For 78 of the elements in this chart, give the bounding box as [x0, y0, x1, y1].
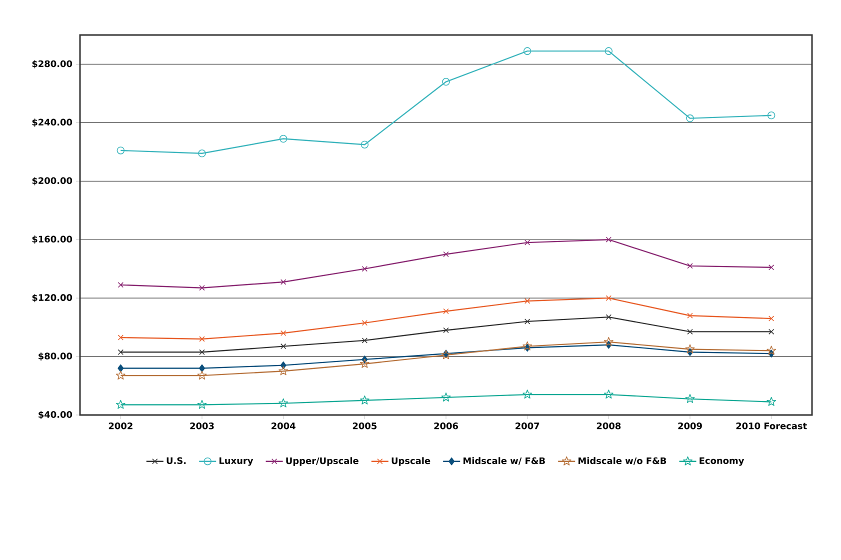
point: [198, 364, 206, 372]
point: [687, 263, 693, 269]
legend-label: Luxury: [220, 457, 254, 466]
point: [197, 400, 207, 409]
y-tick-label: $240.00: [32, 118, 72, 127]
x-tick-label: 2010 Forecast: [736, 422, 807, 430]
point: [360, 395, 370, 404]
legend-label: Upscale: [392, 457, 430, 466]
point: [280, 330, 286, 336]
point: [606, 314, 612, 320]
y-tick-label: $160.00: [32, 236, 72, 244]
point: [524, 318, 530, 324]
point: [606, 295, 612, 301]
point: [604, 47, 613, 55]
point: [118, 334, 124, 340]
legend-label: Upper/Upscale: [286, 457, 358, 466]
point: [686, 114, 694, 122]
x-tick-label: 2006: [434, 422, 458, 430]
point: [279, 134, 288, 143]
point: [766, 346, 776, 355]
y-tick-label: $40.00: [38, 410, 72, 420]
point: [116, 370, 126, 380]
point: [360, 140, 369, 148]
x-tick-label: 2009: [678, 422, 702, 430]
y-tick-label: $80.00: [38, 352, 72, 361]
point: [116, 400, 126, 409]
point: [768, 264, 774, 270]
point: [604, 336, 614, 346]
point: [443, 308, 449, 314]
legend-label: Midscale w/ F&B: [464, 457, 545, 465]
point: [524, 298, 530, 304]
point: [199, 349, 205, 356]
point: [768, 328, 774, 335]
point: [768, 316, 774, 322]
point: [199, 336, 205, 342]
x-tick-label: 2002: [108, 422, 132, 430]
x-tick-label: 2008: [596, 422, 621, 430]
point: [687, 312, 693, 318]
x-tick-label: 2005: [352, 422, 377, 430]
legend-label: Economy: [700, 457, 744, 466]
point: [522, 341, 532, 350]
point: [197, 370, 207, 380]
point: [443, 327, 449, 334]
point: [199, 284, 205, 291]
point: [362, 266, 368, 272]
point: [687, 328, 693, 335]
point: [522, 390, 532, 399]
legend-label: Midscale w/o F&B: [578, 457, 666, 465]
x-tick-label: 2007: [516, 422, 540, 430]
point: [767, 111, 776, 120]
point: [116, 146, 125, 154]
x-tick-label: 2003: [190, 422, 214, 430]
point: [443, 251, 449, 258]
point: [280, 279, 286, 285]
point: [604, 390, 614, 399]
point: [524, 240, 530, 246]
point: [360, 358, 370, 368]
x-tick-label: 2004: [272, 422, 296, 430]
point: [766, 396, 776, 406]
point: [280, 343, 286, 350]
point: [118, 349, 124, 356]
y-tick-label: $200.00: [32, 177, 72, 186]
point: [118, 364, 124, 372]
y-tick-label: $280.00: [32, 60, 72, 68]
point: [606, 236, 612, 242]
point: [362, 320, 368, 326]
point: [118, 282, 124, 288]
point: [278, 398, 288, 408]
point: [278, 366, 288, 376]
point: [198, 149, 206, 158]
point: [362, 338, 368, 344]
point: [685, 394, 695, 403]
legend-label: U.S.: [166, 457, 186, 464]
point: [685, 344, 695, 354]
point: [441, 392, 451, 402]
point: [523, 47, 532, 55]
y-tick-label: $120.00: [32, 294, 72, 302]
point: [442, 78, 450, 86]
